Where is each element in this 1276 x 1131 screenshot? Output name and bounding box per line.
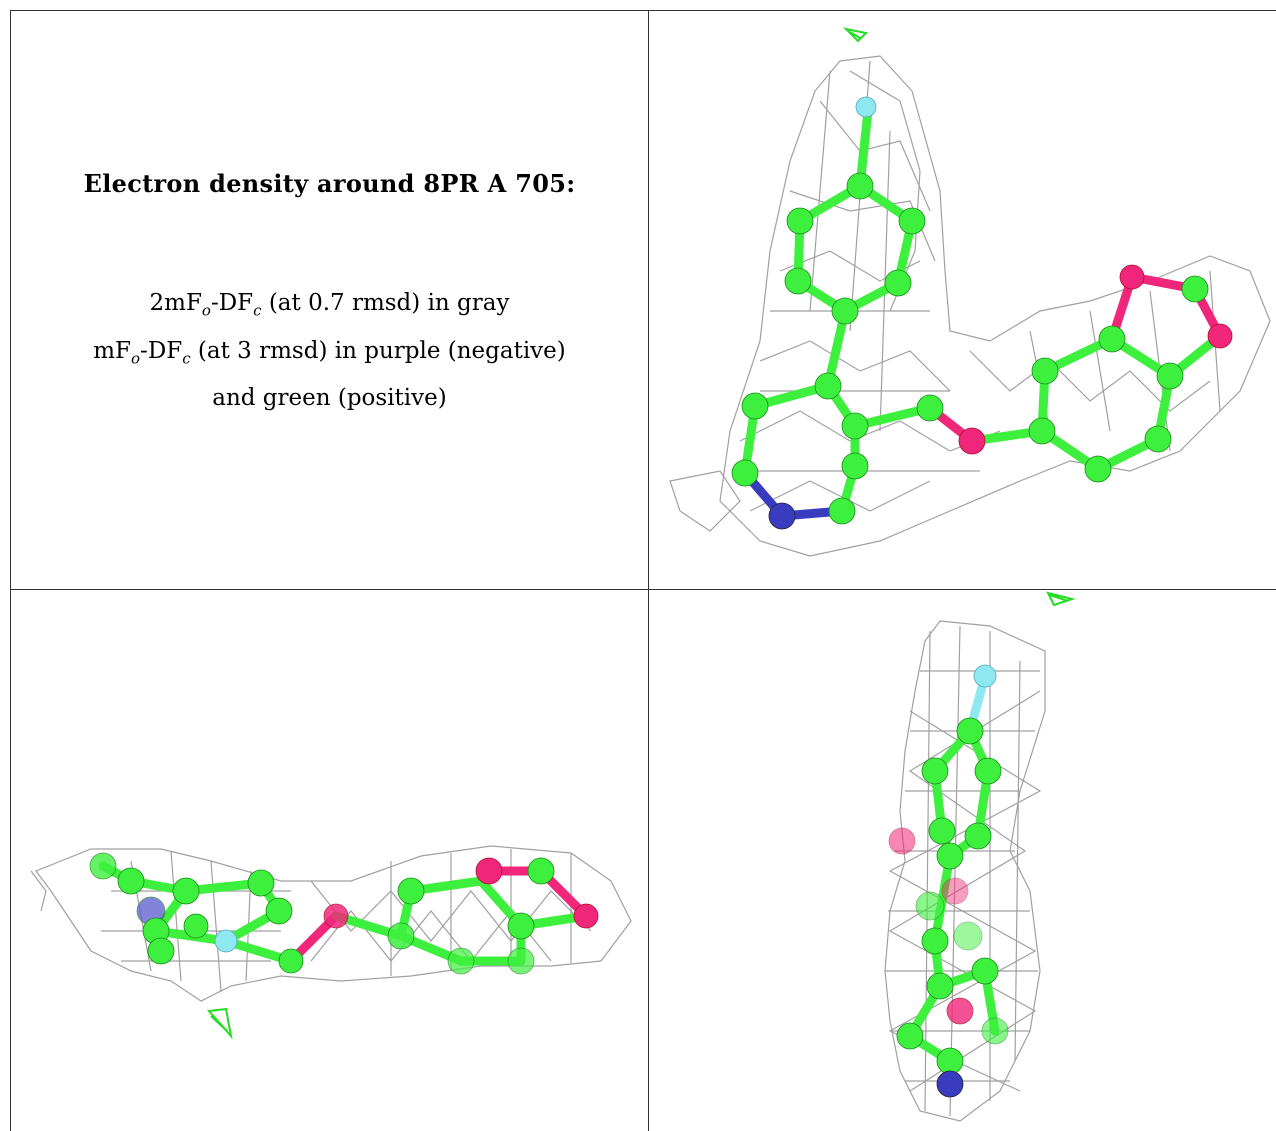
molecule-view-side	[30, 845, 632, 1040]
molecule-view-front	[669, 27, 1271, 557]
density-mesh-gray	[884, 620, 1046, 1122]
legend-line-2fo: 2mFo-DFc (at 0.7 rmsd) in gray	[149, 290, 510, 320]
view-bottom-left	[11, 591, 648, 1131]
molecule-atoms	[89, 852, 599, 975]
caption-panel: Electron density around 8PR A 705: 2mFo-…	[11, 11, 648, 589]
molecule-view-end	[884, 591, 1076, 1122]
density-blob-green	[842, 27, 869, 43]
border-left	[10, 10, 11, 1131]
legend-line-fo: mFo-DFc (at 3 rmsd) in purple (negative)	[93, 337, 566, 368]
caption-title: Electron density around 8PR A 705:	[83, 169, 576, 198]
density-mesh-gray	[669, 55, 1271, 557]
divider-vertical	[648, 10, 649, 1131]
density-blob-green	[206, 1007, 233, 1040]
border-top	[11, 10, 1276, 11]
view-bottom-right	[650, 591, 1276, 1131]
molecule-atoms	[731, 96, 1233, 530]
molecule-atoms	[888, 664, 1009, 1098]
legend-line-green: and green (positive)	[212, 385, 447, 412]
caption-legend: 2mFo-DFc (at 0.7 rmsd) in gray mFo-DFc (…	[11, 283, 648, 418]
density-blob-green	[1046, 591, 1076, 607]
molecule-bonds	[740, 98, 1225, 521]
view-top-right	[650, 11, 1276, 589]
divider-horizontal	[11, 589, 1276, 590]
